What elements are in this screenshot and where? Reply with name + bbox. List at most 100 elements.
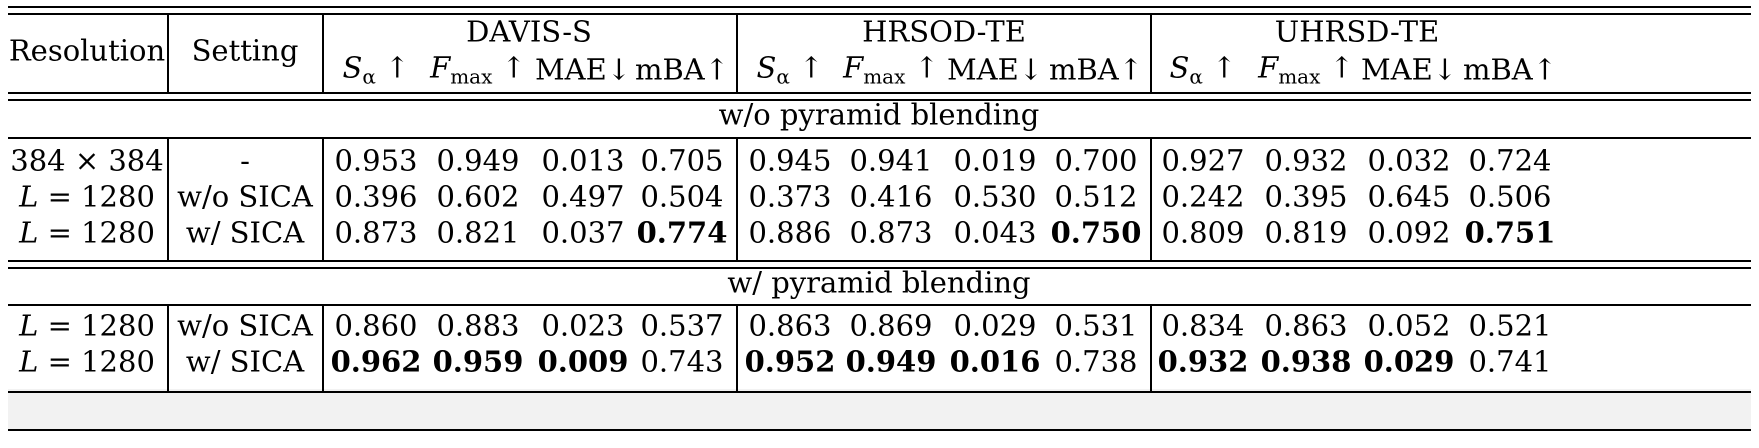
metric-header: mBA↑ (1048, 52, 1144, 87)
value-cell: 0.512 (1054, 179, 1138, 214)
row-setting: w/o SICA (177, 308, 313, 343)
value-cell: 0.497 (541, 179, 625, 214)
value-cell: 0.834 (1161, 308, 1245, 343)
vline-0-0 (167, 13, 169, 92)
value-cell: 0.537 (640, 308, 724, 343)
vline-2-0 (167, 304, 169, 391)
row-setting: w/ SICA (185, 344, 305, 379)
header-resolution: Resolution (8, 33, 166, 68)
rule-7 (8, 304, 1751, 306)
value-cell: 0.886 (748, 215, 832, 250)
value-cell: 0.962 (330, 344, 422, 379)
metric-header: mBA↑ (634, 52, 730, 87)
value-cell: 0.949 (845, 344, 937, 379)
metric-symbol: S (342, 50, 363, 85)
value-cell: 0.531 (1054, 308, 1138, 343)
metric-arrow: ↑ (375, 50, 410, 85)
vline-0-2 (736, 13, 738, 92)
section-title: w/ pyramid blending (727, 265, 1031, 300)
value-cell: 0.016 (949, 344, 1041, 379)
rule-4 (8, 137, 1751, 139)
variable-L: L (19, 344, 39, 379)
vline-0-3 (1150, 13, 1152, 92)
value-cell: 0.043 (953, 215, 1037, 250)
section-title: w/o pyramid blending (718, 97, 1040, 132)
value-cell: 0.821 (436, 215, 520, 250)
rule-5 (8, 260, 1751, 262)
value-cell: 0.743 (640, 344, 724, 379)
value-cell: 0.741 (1468, 344, 1552, 379)
header-dataset: UHRSD-TE (1274, 14, 1440, 49)
header-setting: Setting (191, 33, 299, 68)
row-resolution: L = 1280 (19, 308, 155, 343)
vline-2-1 (322, 304, 324, 391)
value-cell: 0.863 (1264, 308, 1348, 343)
value-cell: 0.932 (1157, 344, 1249, 379)
value-cell: 0.506 (1468, 179, 1552, 214)
metric-header: Sα ↑ (1169, 50, 1237, 89)
rule-0 (8, 6, 1751, 8)
variable-L: L (19, 308, 39, 343)
metric-subscript: max (863, 64, 906, 89)
value-cell: 0.724 (1468, 143, 1552, 178)
metric-subscript: α (776, 64, 790, 89)
vline-1-3 (1150, 137, 1152, 260)
value-cell: 0.242 (1161, 179, 1245, 214)
value-cell: 0.750 (1050, 215, 1142, 250)
metric-subscript: α (1189, 64, 1203, 89)
rule-6 (8, 267, 1751, 269)
metric-header: Sα ↑ (756, 50, 824, 89)
value-cell: 0.863 (748, 308, 832, 343)
value-cell: 0.700 (1054, 143, 1138, 178)
value-cell: 0.959 (432, 344, 524, 379)
value-cell: 0.602 (436, 179, 520, 214)
value-cell: 0.092 (1367, 215, 1451, 250)
value-cell: 0.705 (640, 143, 724, 178)
metric-header: mBA↑ (1462, 52, 1558, 87)
value-cell: 0.052 (1367, 308, 1451, 343)
value-cell: 0.869 (849, 308, 933, 343)
value-cell: 0.023 (541, 308, 625, 343)
value-cell: 0.530 (953, 179, 1037, 214)
metric-header: Fmax ↑ (430, 53, 526, 89)
metric-arrow: ↑ (789, 50, 824, 85)
row-setting: - (240, 143, 250, 178)
value-cell: 0.953 (334, 143, 418, 178)
variable-L: L (19, 215, 39, 250)
value-cell: 0.932 (1264, 143, 1348, 178)
metric-header: MAE↓ (534, 52, 632, 87)
rule-8 (8, 391, 1751, 393)
value-cell: 0.521 (1468, 308, 1552, 343)
value-cell: 0.751 (1464, 215, 1556, 250)
highlight-band (8, 389, 1751, 429)
rule-3 (8, 99, 1751, 101)
value-cell: 0.941 (849, 143, 933, 178)
metric-symbol: F (1258, 50, 1279, 85)
value-cell: 0.416 (849, 179, 933, 214)
metric-symbol: F (843, 50, 864, 85)
value-cell: 0.809 (1161, 215, 1245, 250)
value-cell: 0.945 (748, 143, 832, 178)
value-cell: 0.029 (1363, 344, 1455, 379)
vline-1-2 (736, 137, 738, 260)
metric-subscript: max (450, 64, 493, 89)
metric-symbol: S (1169, 50, 1190, 85)
row-setting: w/o SICA (177, 179, 313, 214)
value-cell: 0.860 (334, 308, 418, 343)
value-cell: 0.373 (748, 179, 832, 214)
row-resolution: L = 1280 (19, 179, 155, 214)
metric-symbol: S (756, 50, 777, 85)
row-resolution: L = 1280 (19, 344, 155, 379)
metric-header: MAE↓ (946, 52, 1044, 87)
value-cell: 0.873 (849, 215, 933, 250)
value-cell: 0.029 (953, 308, 1037, 343)
row-resolution: L = 1280 (19, 215, 155, 250)
value-cell: 0.396 (334, 179, 418, 214)
value-cell: 0.873 (334, 215, 418, 250)
row-setting: w/ SICA (185, 215, 305, 250)
vline-1-0 (167, 137, 169, 260)
value-cell: 0.504 (640, 179, 724, 214)
vline-2-2 (736, 304, 738, 391)
value-cell: 0.013 (541, 143, 625, 178)
metric-arrow: ↑ (1320, 50, 1354, 85)
